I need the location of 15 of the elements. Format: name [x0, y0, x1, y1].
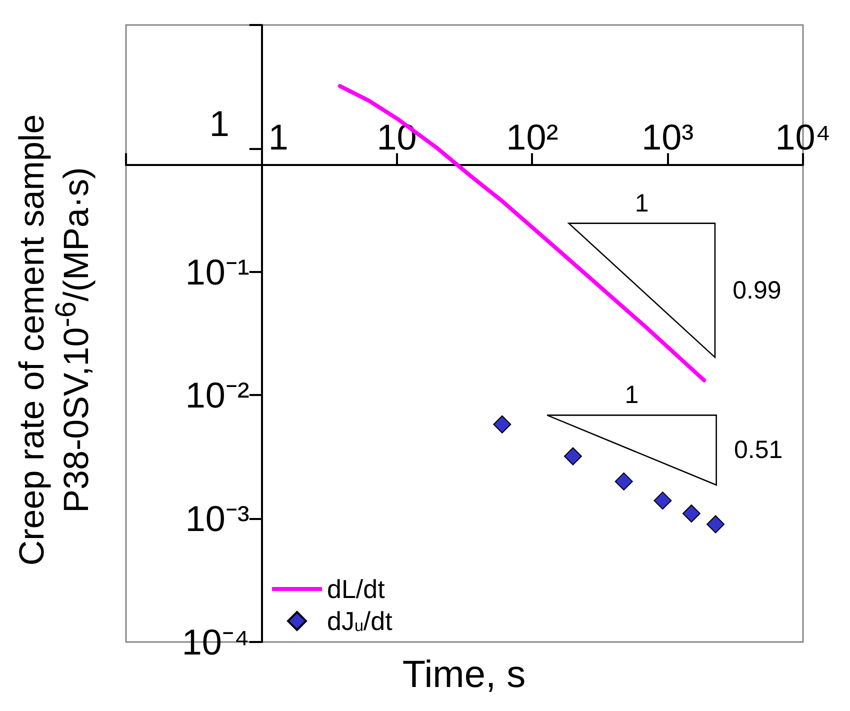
x-tick-label: 10⁴	[775, 116, 831, 158]
y-tick-label: 10⁻¹	[185, 251, 250, 292]
x-tick-label: 10³	[642, 116, 694, 158]
legend-label: dJu/dt	[327, 606, 394, 636]
y-tick-label: 10⁻⁴	[182, 622, 250, 662]
x-tick-label: 10²	[506, 116, 558, 158]
x-tick-label: 1	[268, 116, 288, 158]
y-tick-label: 10⁻³	[185, 498, 250, 540]
y-tick-label: 10⁻²	[185, 374, 250, 416]
annotation: 1	[624, 381, 639, 410]
annotation: 1	[634, 189, 649, 218]
x-axis-title: Time, s	[402, 654, 526, 696]
annotation: 0.51	[734, 436, 783, 464]
annotation: 0.99	[732, 276, 782, 304]
legend-label: dL/dt	[327, 574, 386, 604]
